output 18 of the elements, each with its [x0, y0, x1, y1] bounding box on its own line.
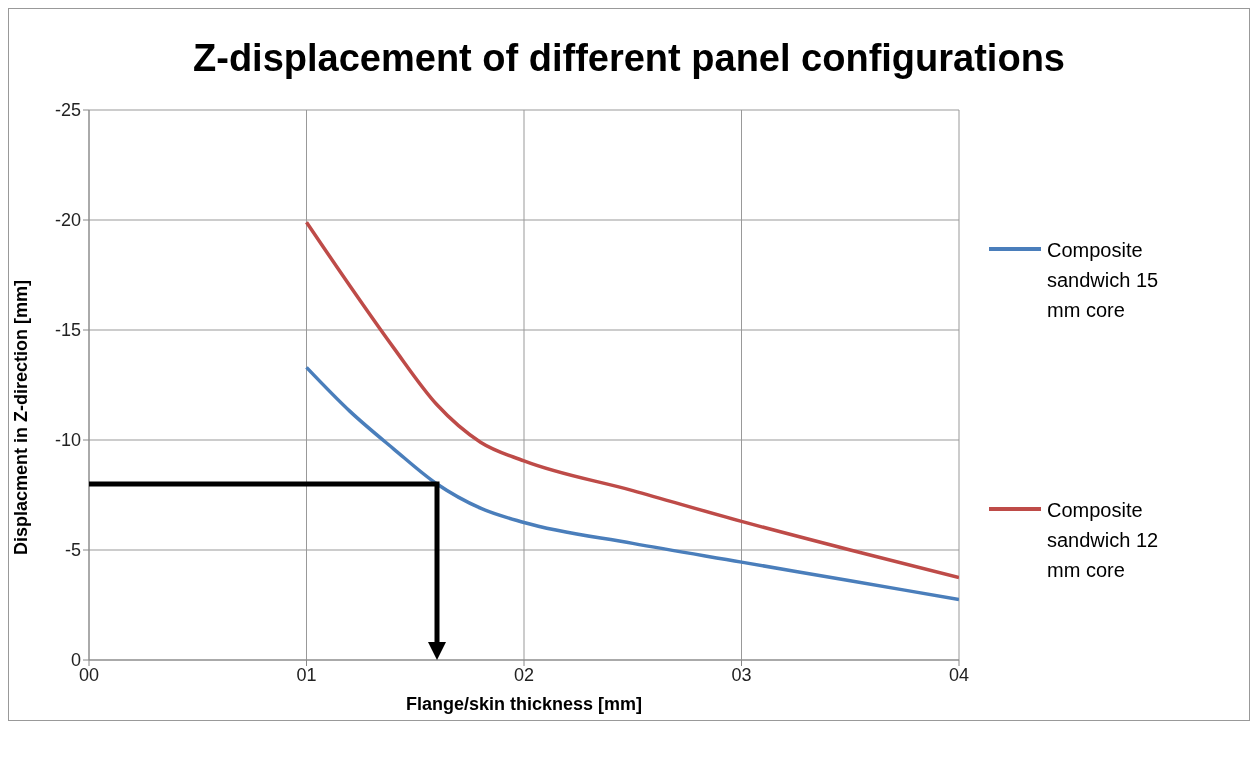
- legend-label: Composite sandwich 15 mm core: [1047, 238, 1160, 323]
- line-series: [304, 365, 959, 602]
- y-axis-title: Displacment in Z-direction [mm]: [11, 279, 32, 555]
- x-tick-label: 01: [296, 664, 317, 685]
- y-tick-label: -20: [54, 210, 81, 231]
- x-tick-label: 03: [731, 664, 752, 685]
- chart-title: Z-displacement of different panel configurations: [192, 36, 1066, 81]
- y-tick-label: -15: [54, 320, 81, 341]
- y-tick-label: -10: [54, 430, 81, 451]
- legend-label: Composite sandwich 12 mm core: [1047, 498, 1160, 583]
- y-tick-label: -5: [64, 540, 81, 561]
- x-tick-label: 04: [948, 664, 970, 685]
- x-tick-label: 00: [78, 664, 100, 685]
- x-tick-label: 02: [513, 664, 535, 685]
- y-tick-label: -25: [54, 100, 81, 121]
- x-axis-title: Flange/skin thickness [mm]: [405, 694, 643, 714]
- line-series: [304, 220, 959, 580]
- y-tick-label: 0: [70, 650, 81, 671]
